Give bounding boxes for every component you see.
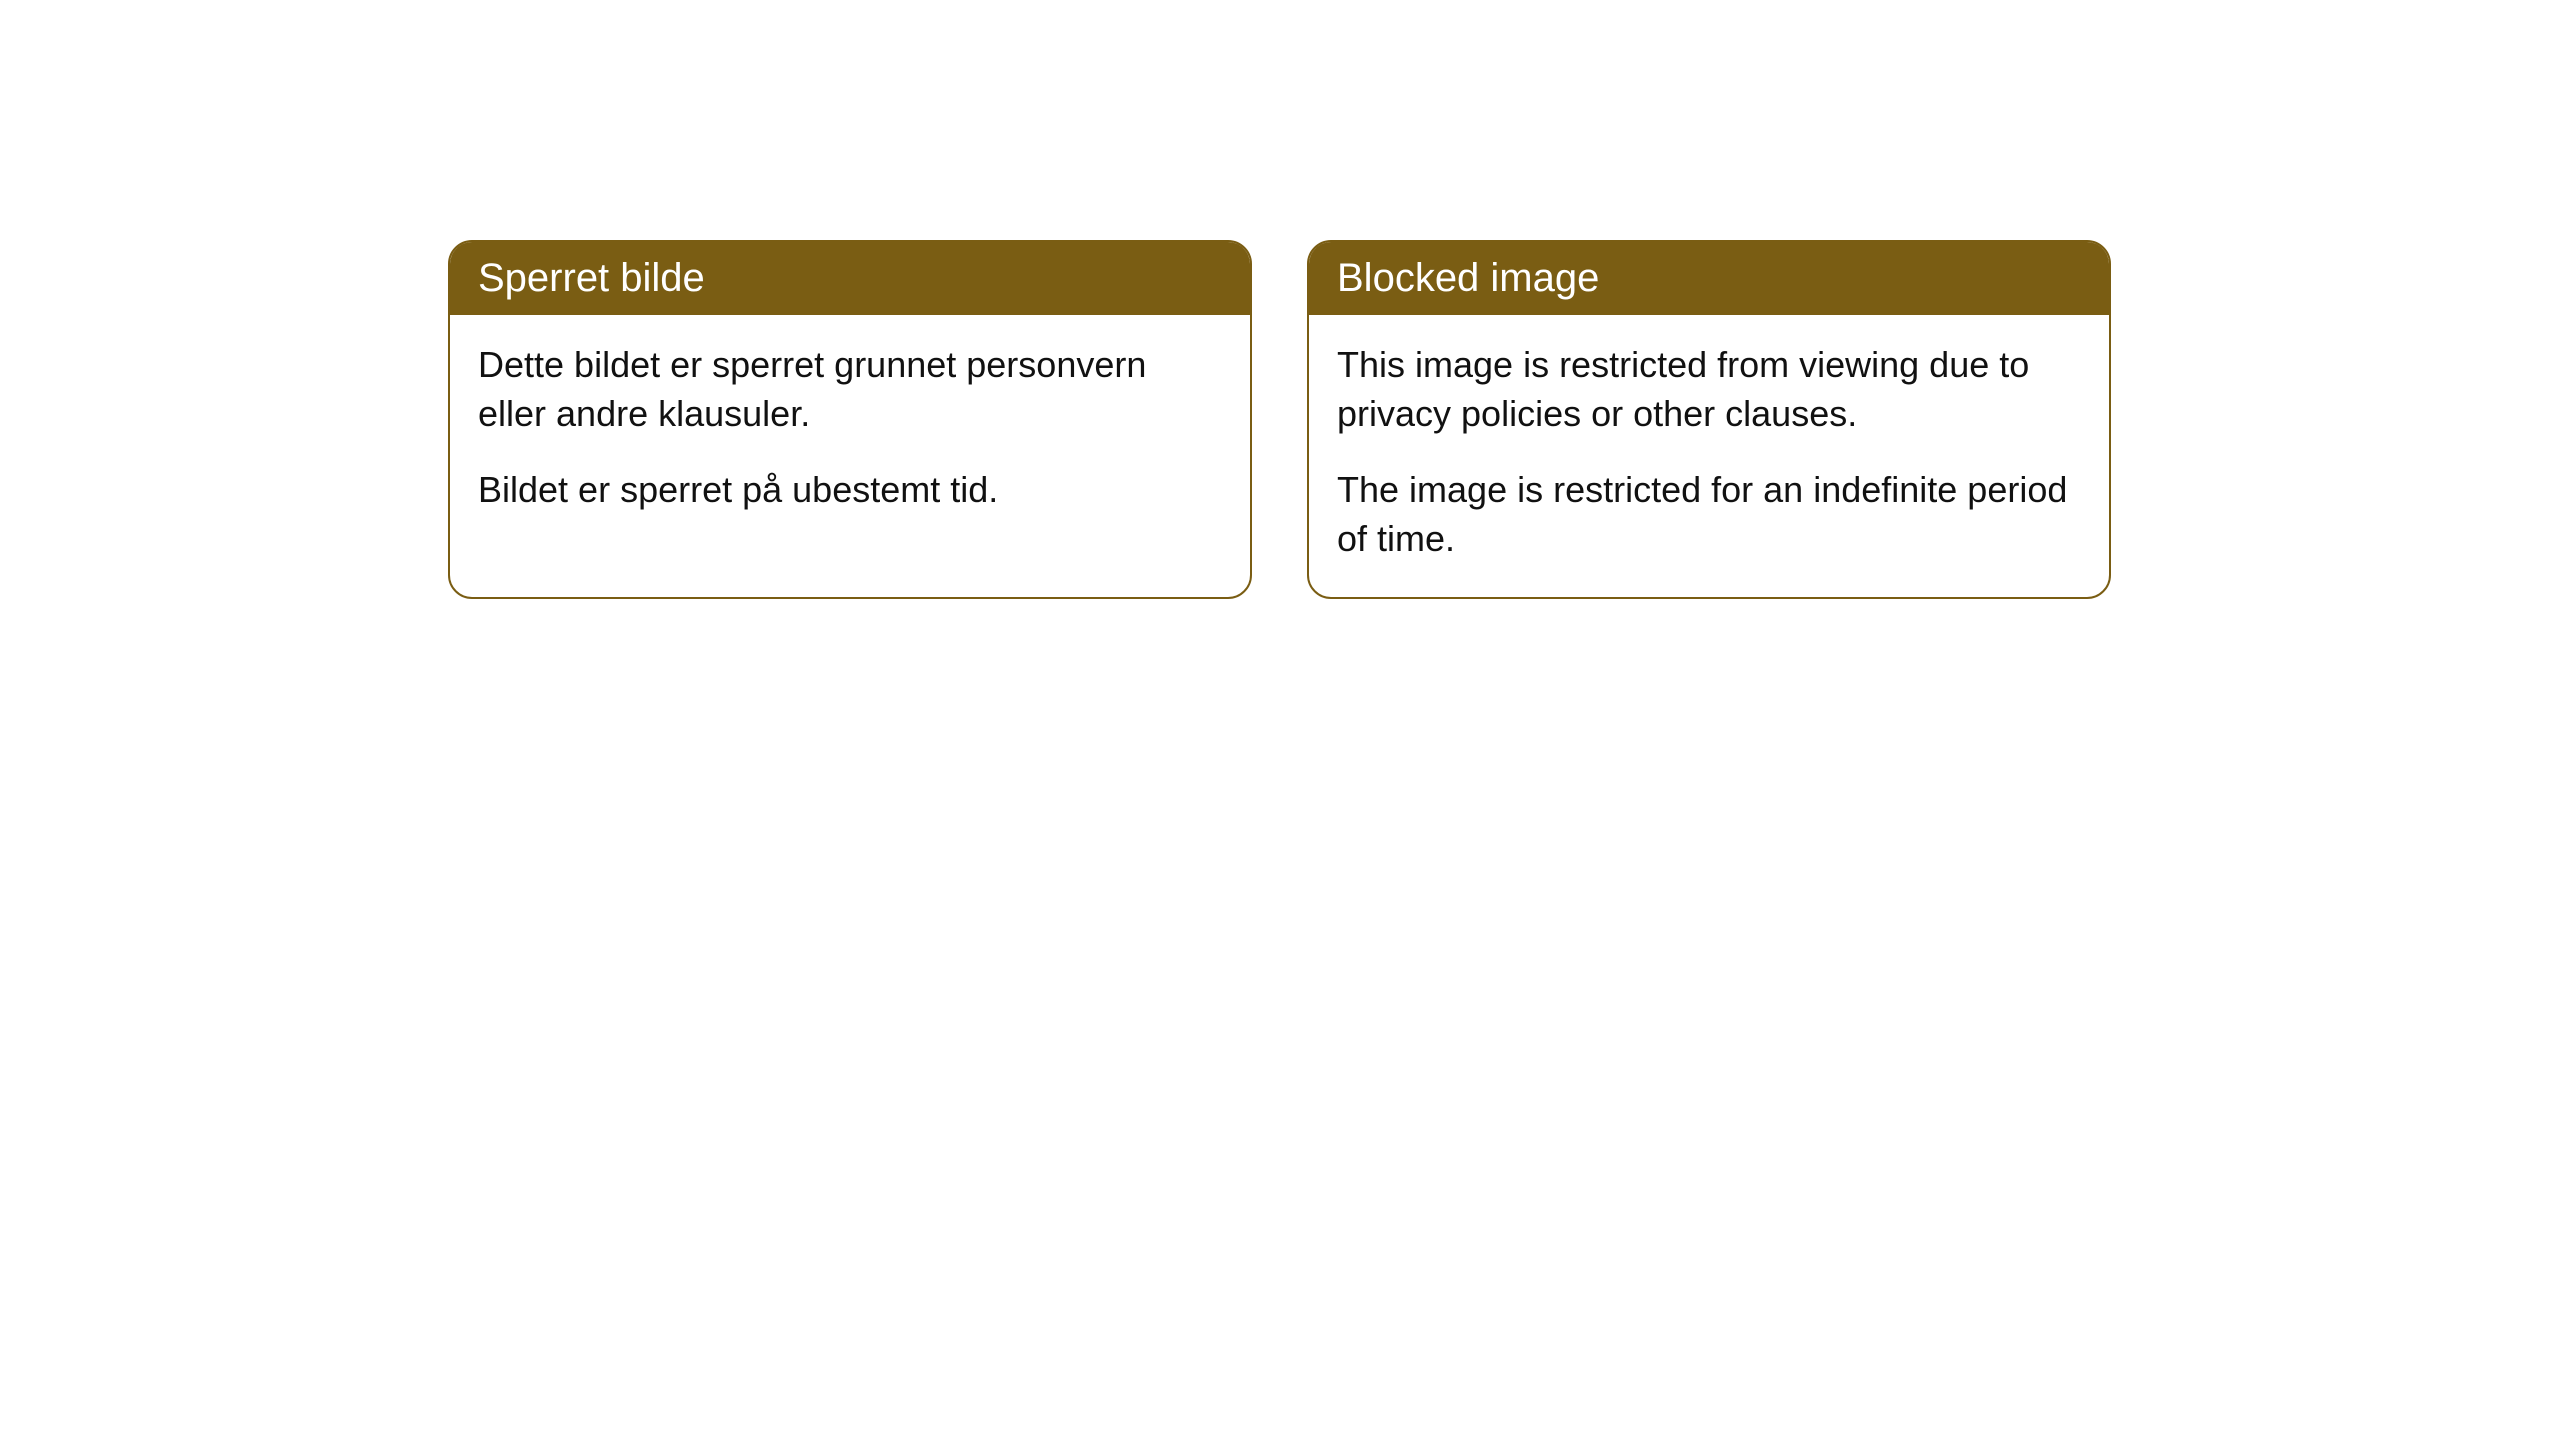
blocked-image-card-en: Blocked image This image is restricted f… <box>1307 240 2111 599</box>
card-para2-no: Bildet er sperret på ubestemt tid. <box>478 466 1222 515</box>
card-header-no: Sperret bilde <box>450 242 1250 315</box>
card-container: Sperret bilde Dette bildet er sperret gr… <box>0 0 2560 599</box>
card-title-en: Blocked image <box>1337 256 1599 300</box>
card-para1-no: Dette bildet er sperret grunnet personve… <box>478 341 1222 438</box>
card-title-no: Sperret bilde <box>478 256 705 300</box>
card-body-no: Dette bildet er sperret grunnet personve… <box>450 315 1250 549</box>
card-para2-en: The image is restricted for an indefinit… <box>1337 466 2081 563</box>
card-header-en: Blocked image <box>1309 242 2109 315</box>
card-body-en: This image is restricted from viewing du… <box>1309 315 2109 597</box>
blocked-image-card-no: Sperret bilde Dette bildet er sperret gr… <box>448 240 1252 599</box>
card-para1-en: This image is restricted from viewing du… <box>1337 341 2081 438</box>
